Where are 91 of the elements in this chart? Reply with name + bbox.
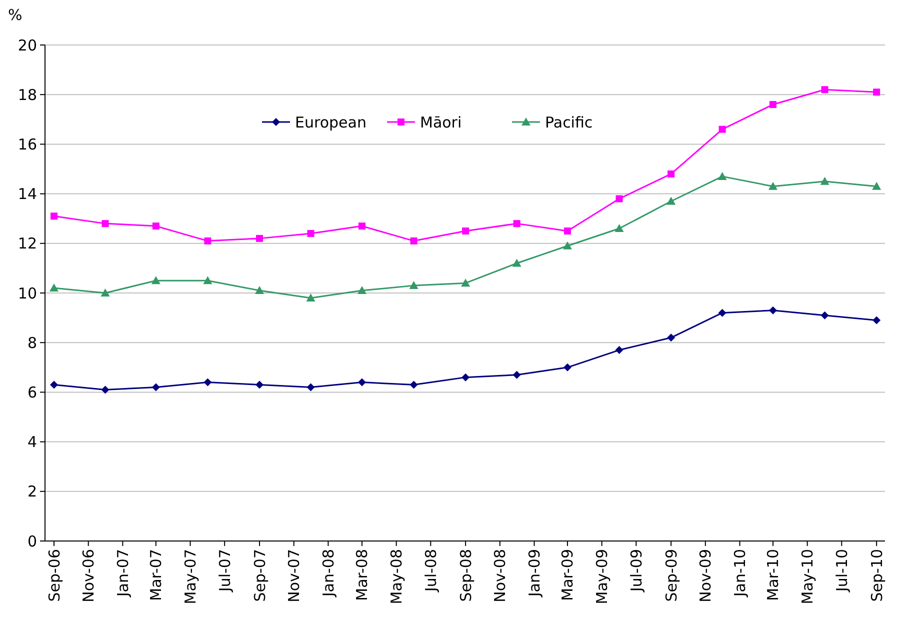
point <box>667 334 676 342</box>
point <box>872 182 882 190</box>
x-tick-label: Jul-10 <box>832 549 851 593</box>
point <box>462 373 470 382</box>
point <box>820 176 830 185</box>
y-tick-label: 8 <box>27 334 37 352</box>
x-tick-label: Sep-08 <box>456 549 475 602</box>
x-tick-label: Sep-07 <box>250 549 269 602</box>
x-tick-label: Jul-07 <box>216 549 234 593</box>
y-tick-label: 6 <box>27 383 37 402</box>
x-tick-label: Jan-07 <box>114 549 132 598</box>
y-tick-label: 0 <box>27 532 37 550</box>
y-tick-label: 16 <box>18 135 37 154</box>
point <box>100 288 110 296</box>
x-tick-label: May-07 <box>182 549 200 604</box>
x-tick-label: Mar-10 <box>764 549 782 601</box>
point <box>614 224 624 232</box>
x-tick-label: Nov-09 <box>696 549 715 602</box>
x-tick-label: Sep-09 <box>662 549 680 602</box>
x-tick-label: May-08 <box>388 549 406 604</box>
point <box>564 228 571 234</box>
point <box>50 212 58 220</box>
point <box>512 258 522 267</box>
point <box>563 363 572 372</box>
point <box>513 220 520 228</box>
point <box>307 230 314 237</box>
point <box>410 237 418 244</box>
y-tick-label: 14 <box>18 185 37 204</box>
point <box>562 241 572 250</box>
point <box>204 237 212 244</box>
point <box>668 170 675 178</box>
point <box>768 306 777 314</box>
point <box>821 86 828 94</box>
point <box>101 386 110 394</box>
x-tick-label: Sep-10 <box>868 549 886 602</box>
point <box>306 383 315 392</box>
legend-label: Māori <box>420 113 462 132</box>
point <box>358 378 366 386</box>
point <box>461 278 470 287</box>
point <box>306 293 316 302</box>
point <box>666 196 676 205</box>
point <box>512 370 521 379</box>
point <box>102 220 109 228</box>
y-axis-title: % <box>8 6 22 24</box>
x-tick-label: Jul-09 <box>627 549 646 593</box>
x-tick-label: May-09 <box>593 549 612 604</box>
y-tick-label: 4 <box>27 433 37 452</box>
x-tick-label: Sep-06 <box>45 549 64 602</box>
x-tick-label: Mar-08 <box>353 549 372 601</box>
y-tick-label: 20 <box>18 36 37 54</box>
y-tick-label: 2 <box>27 482 37 501</box>
y-tick-label: 18 <box>18 86 37 104</box>
point <box>820 311 829 320</box>
point <box>50 380 58 389</box>
point <box>50 284 59 292</box>
point <box>616 195 623 202</box>
x-tick-label: Mar-07 <box>147 549 166 601</box>
point <box>410 380 418 389</box>
x-tick-label: Nov-08 <box>491 549 510 602</box>
point <box>203 276 212 284</box>
point <box>152 222 160 230</box>
x-tick-label: Jan-08 <box>319 549 338 598</box>
point <box>151 276 160 284</box>
point <box>769 101 776 108</box>
x-tick-label: Mar-09 <box>558 549 577 601</box>
point <box>204 378 212 386</box>
point <box>872 316 881 324</box>
x-tick-label: Nov-06 <box>80 549 98 602</box>
x-tick-label: Jan-09 <box>526 549 544 598</box>
point <box>256 234 264 242</box>
legend-label: Pacific <box>545 113 593 132</box>
point <box>462 228 470 234</box>
x-tick-label: Jul-08 <box>422 549 440 593</box>
x-tick-label: Nov-07 <box>285 549 304 602</box>
legend-label: European <box>295 113 366 132</box>
point <box>615 346 624 354</box>
point <box>718 172 727 180</box>
point <box>152 383 160 392</box>
y-tick-label: 10 <box>18 284 37 302</box>
point <box>357 286 366 294</box>
x-tick-label: May-10 <box>798 549 817 604</box>
point <box>768 182 778 190</box>
y-tick-label: 12 <box>18 234 37 253</box>
point <box>255 286 264 294</box>
point <box>718 126 726 133</box>
point <box>718 308 726 317</box>
point <box>873 88 880 96</box>
point <box>409 281 418 290</box>
point <box>256 380 264 389</box>
x-tick-label: Jan-10 <box>730 549 749 598</box>
point <box>358 222 366 230</box>
